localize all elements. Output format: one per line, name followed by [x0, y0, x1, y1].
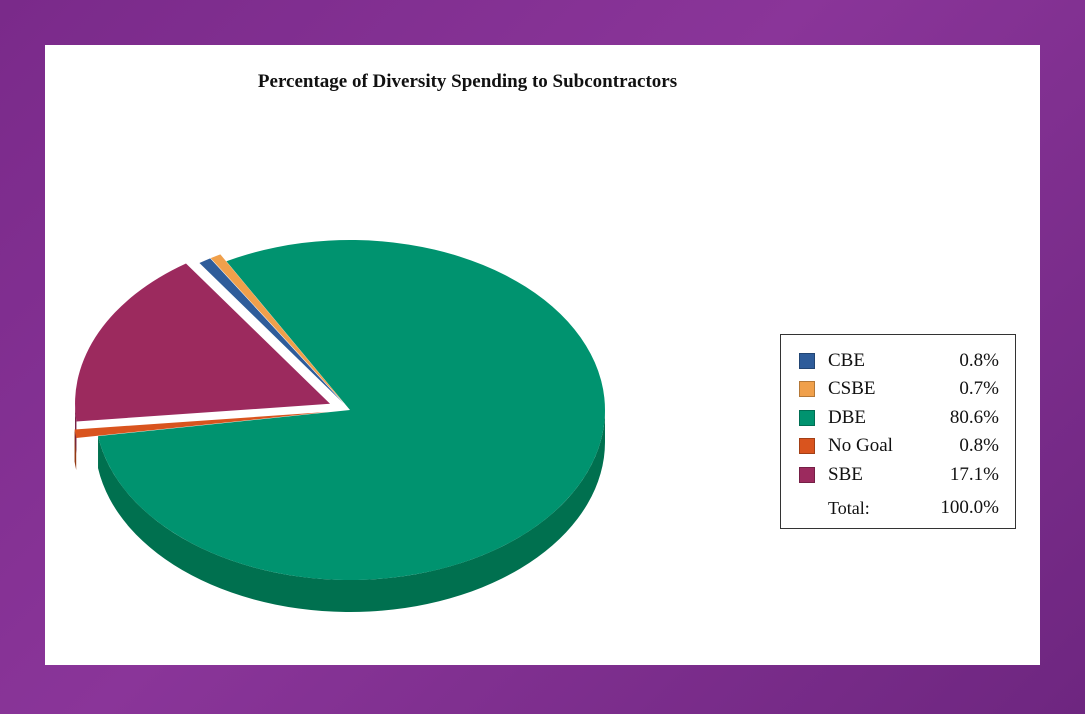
pie-slice-cbe [199, 258, 344, 404]
legend-item-csbe: CSBE 0.7% [799, 377, 999, 401]
pie-side-dbe [98, 410, 606, 613]
legend-value: 0.7% [959, 378, 999, 399]
legend-label: SBE [828, 464, 863, 485]
legend-value: 0.8% [959, 435, 999, 456]
legend-value: 0.8% [959, 350, 999, 371]
legend-total-value: 100.0% [940, 497, 999, 518]
pie-chart [74, 240, 606, 613]
legend-item-dbe: DBE 80.6% [799, 406, 999, 430]
legend-item-sbe: SBE 17.1% [799, 463, 999, 487]
pie-slice-csbe [210, 254, 344, 404]
legend-label: DBE [828, 407, 866, 428]
legend-swatch-dbe [799, 410, 815, 426]
legend-label: CSBE [828, 378, 876, 399]
legend-total-row: Total: 100.0% [799, 496, 999, 520]
legend-swatch-no-goal [799, 438, 815, 454]
legend-value: 80.6% [949, 407, 999, 428]
legend-swatch-sbe [799, 467, 815, 483]
pie-slice-no-goal [74, 411, 329, 438]
legend-swatch-cbe [799, 353, 815, 369]
chart-legend: CBE 0.8% CSBE 0.7% DBE 80.6% No Goal 0.8… [780, 334, 1016, 529]
legend-swatch-csbe [799, 381, 815, 397]
pie-slice-dbe [98, 240, 606, 581]
chart-title: Percentage of Diversity Spending to Subc… [257, 71, 678, 92]
legend-item-no-goal: No Goal 0.8% [799, 434, 999, 458]
legend-label: CBE [828, 350, 865, 371]
legend-total-label: Total: [828, 498, 870, 518]
legend-label: No Goal [828, 435, 893, 456]
legend-item-cbe: CBE 0.8% [799, 349, 999, 373]
chart-panel: Percentage of Diversity Spending to Subc… [45, 45, 1040, 665]
legend-value: 17.1% [949, 464, 999, 485]
pie-side-sbe [75, 403, 77, 454]
pie-slice-sbe [75, 263, 331, 422]
